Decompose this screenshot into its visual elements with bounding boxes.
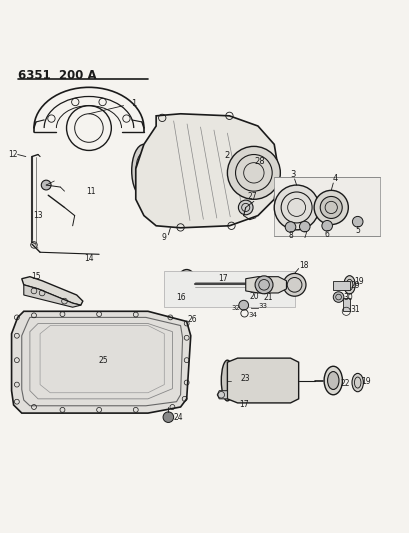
Bar xyxy=(342,298,349,311)
Polygon shape xyxy=(227,358,298,403)
Text: 33: 33 xyxy=(258,303,267,309)
Circle shape xyxy=(285,222,295,232)
Polygon shape xyxy=(24,285,81,307)
Text: 16: 16 xyxy=(175,293,185,302)
Polygon shape xyxy=(217,391,227,399)
Text: 15: 15 xyxy=(31,272,41,281)
Ellipse shape xyxy=(351,374,362,392)
Text: 27: 27 xyxy=(246,192,256,201)
Text: 19: 19 xyxy=(361,377,370,386)
Ellipse shape xyxy=(327,372,338,390)
Text: 31: 31 xyxy=(349,305,359,314)
Circle shape xyxy=(228,164,242,178)
Ellipse shape xyxy=(131,144,156,197)
Text: 6351  200 A: 6351 200 A xyxy=(18,69,96,83)
Bar xyxy=(333,281,350,290)
Text: 12: 12 xyxy=(8,150,18,159)
Ellipse shape xyxy=(343,276,355,294)
Circle shape xyxy=(319,197,342,219)
Text: 8: 8 xyxy=(288,231,292,240)
Text: 24: 24 xyxy=(173,413,183,422)
Text: 17: 17 xyxy=(218,274,227,283)
Text: 13: 13 xyxy=(33,211,43,220)
Circle shape xyxy=(274,185,318,230)
Bar xyxy=(250,302,257,308)
Circle shape xyxy=(333,292,343,302)
Circle shape xyxy=(238,200,252,215)
Ellipse shape xyxy=(180,282,188,295)
Text: 19: 19 xyxy=(353,278,363,286)
Polygon shape xyxy=(22,277,83,305)
Text: 30: 30 xyxy=(343,293,353,302)
Text: 32: 32 xyxy=(231,305,240,311)
Ellipse shape xyxy=(324,366,342,395)
Text: 23: 23 xyxy=(240,374,250,383)
Text: 5: 5 xyxy=(355,226,359,235)
Text: 20: 20 xyxy=(248,292,258,301)
Circle shape xyxy=(283,273,305,296)
Text: 14: 14 xyxy=(84,254,94,263)
Text: 34: 34 xyxy=(248,312,257,318)
Circle shape xyxy=(313,190,348,224)
Text: 9: 9 xyxy=(162,233,166,243)
Text: 29: 29 xyxy=(350,281,360,290)
Polygon shape xyxy=(135,114,278,228)
Circle shape xyxy=(299,221,309,232)
Polygon shape xyxy=(245,277,286,293)
Text: 4: 4 xyxy=(332,174,337,183)
Text: 1: 1 xyxy=(131,99,136,108)
Ellipse shape xyxy=(180,275,193,295)
Circle shape xyxy=(238,300,248,310)
Circle shape xyxy=(254,276,272,294)
Circle shape xyxy=(41,180,51,190)
Circle shape xyxy=(163,412,173,423)
Circle shape xyxy=(321,221,332,231)
Polygon shape xyxy=(164,271,294,307)
Circle shape xyxy=(227,147,280,199)
Text: 21: 21 xyxy=(263,293,272,302)
Text: 11: 11 xyxy=(86,187,95,196)
Circle shape xyxy=(352,216,362,227)
Text: 26: 26 xyxy=(187,315,197,324)
Text: 25: 25 xyxy=(98,356,108,365)
Text: 18: 18 xyxy=(298,261,308,270)
Ellipse shape xyxy=(176,270,196,300)
Text: 2: 2 xyxy=(224,151,229,160)
Polygon shape xyxy=(274,177,379,236)
Text: 7: 7 xyxy=(301,231,306,240)
Text: 3: 3 xyxy=(289,171,294,180)
Ellipse shape xyxy=(221,360,233,401)
Text: 22: 22 xyxy=(340,379,349,388)
Text: 28: 28 xyxy=(254,157,265,166)
Polygon shape xyxy=(11,311,190,413)
Text: 17: 17 xyxy=(238,400,248,409)
Text: 6: 6 xyxy=(324,230,329,239)
